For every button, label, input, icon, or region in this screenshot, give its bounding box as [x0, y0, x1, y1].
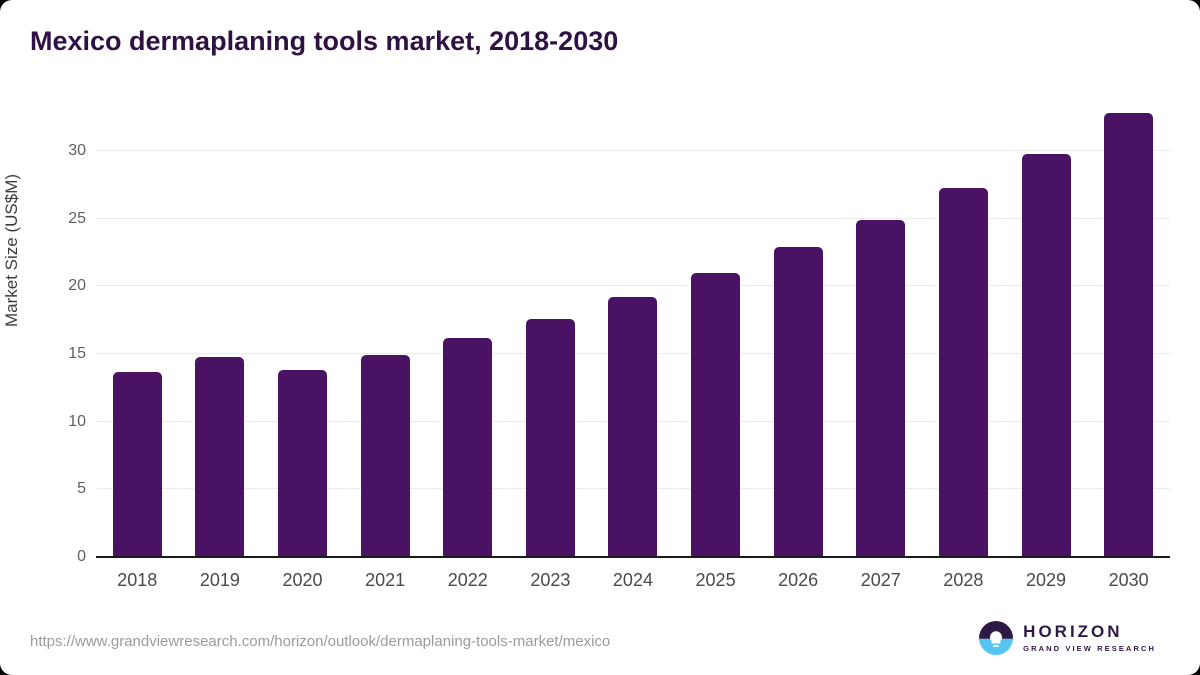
bar-column-2025: 2025	[691, 97, 741, 590]
gridline-20	[96, 285, 1170, 287]
horizon-logo: HORIZON GRAND VIEW RESEARCH	[979, 621, 1156, 655]
x-tick-label-2026: 2026	[778, 570, 819, 590]
chart-title: Mexico dermaplaning tools market, 2018-2…	[30, 26, 619, 56]
y-tick-label-5: 5	[77, 480, 86, 498]
y-tick-label-30: 30	[68, 142, 86, 160]
bar-2027[interactable]	[856, 220, 906, 557]
bar-2026[interactable]	[773, 247, 823, 557]
bar-2030[interactable]	[1104, 113, 1154, 557]
x-tick-label-2028: 2028	[943, 570, 984, 590]
bar-2019[interactable]	[195, 356, 245, 557]
bar-column-2024: 2024	[608, 97, 658, 590]
y-tick-label-15: 15	[68, 345, 86, 363]
y-tick-label-10: 10	[68, 412, 86, 430]
bar-column-2027: 2027	[856, 97, 906, 590]
x-tick-label-2024: 2024	[612, 570, 653, 590]
bar-column-2029: 2029	[1021, 97, 1071, 590]
logo-name: HORIZON	[1023, 622, 1123, 642]
gridline-30	[96, 150, 1170, 152]
x-tick-label-2025: 2025	[695, 570, 736, 590]
bar-2020[interactable]	[278, 370, 328, 557]
bar-column-2019: 2019	[195, 97, 245, 590]
x-tick-label-2029: 2029	[1025, 570, 1067, 590]
bar-2022[interactable]	[443, 337, 493, 557]
bar-column-2028: 2028	[938, 97, 988, 590]
bar-series: 2018 2019 2020 2021 2022 2023 2024 2025 2026 2027…	[96, 97, 1170, 590]
y-axis-title: Market Size (US$M)	[2, 173, 21, 327]
y-tick-label-25: 25	[68, 209, 86, 227]
x-tick-label-2019: 2019	[199, 570, 240, 590]
x-axis-line	[96, 556, 1170, 558]
x-tick-label-2018: 2018	[117, 570, 158, 590]
bar-2029[interactable]	[1021, 153, 1071, 557]
x-tick-label-2027: 2027	[860, 570, 901, 590]
y-tick-label-20: 20	[68, 277, 86, 295]
bar-column-2030: 2030	[1104, 97, 1154, 590]
source-url: https://www.grandviewresearch.com/horizo…	[30, 633, 611, 650]
bar-column-2020: 2020	[278, 97, 328, 590]
x-tick-label-2020: 2020	[282, 570, 323, 590]
bar-2028[interactable]	[938, 187, 988, 557]
x-tick-label-2021: 2021	[365, 570, 406, 590]
bar-2024[interactable]	[608, 297, 658, 557]
logo-subtext: GRAND VIEW RESEARCH	[1023, 643, 1156, 653]
bar-2025[interactable]	[691, 272, 741, 557]
bar-2018[interactable]	[112, 371, 162, 557]
x-tick-label-2023: 2023	[530, 570, 571, 590]
bar-column-2022: 2022	[443, 97, 493, 590]
x-tick-label-2030: 2030	[1108, 570, 1149, 590]
bar-2021[interactable]	[360, 355, 410, 557]
bar-column-2023: 2023	[525, 97, 575, 590]
plot-area: 2018 2019 2020 2021 2022 2023 2024 2025 2026 2027…	[96, 97, 1170, 590]
y-tick-label-0: 0	[77, 548, 86, 565]
bar-column-2021: 2021	[360, 97, 410, 590]
footer: https://www.grandviewresearch.com/horizo…	[0, 609, 1200, 675]
gridline-25	[96, 217, 1170, 219]
horizon-logo-icon	[979, 621, 1014, 655]
bar-2023[interactable]	[525, 318, 575, 557]
bar-column-2026: 2026	[773, 97, 823, 590]
x-tick-label-2022: 2022	[447, 570, 488, 590]
bar-column-2018: 2018	[112, 97, 162, 590]
